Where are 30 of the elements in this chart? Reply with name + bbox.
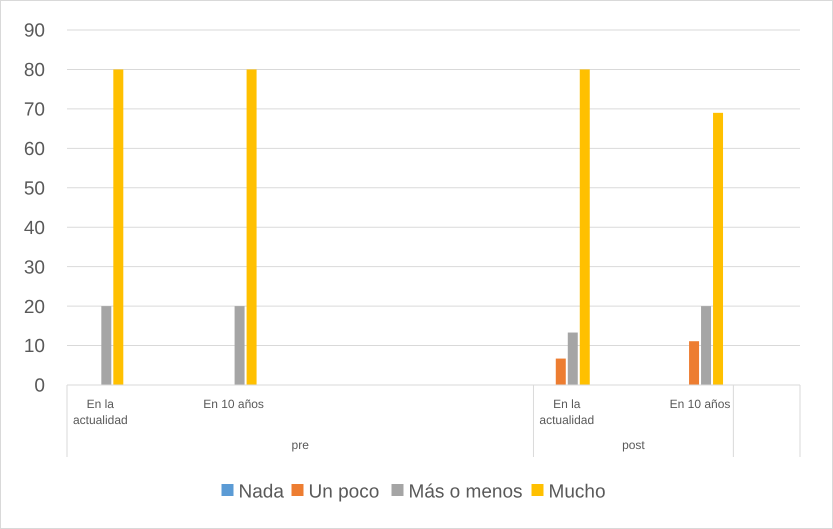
y-tick-label: 70 (24, 100, 45, 121)
bar (113, 69, 124, 385)
bar (580, 69, 590, 385)
y-tick-label: 30 (24, 257, 45, 278)
bar (568, 332, 578, 385)
x-tick-label: En la actualidad (72, 397, 128, 427)
legend-label: Nada (238, 482, 284, 503)
legend-label: Mucho (548, 482, 606, 503)
y-tick-label: 40 (24, 218, 45, 239)
bar (556, 358, 566, 385)
text: post (622, 438, 646, 452)
y-tick-label: 60 (24, 138, 45, 160)
bar (101, 306, 112, 385)
bar (701, 306, 712, 385)
y-tick-label: 50 (24, 178, 45, 200)
bar (689, 341, 700, 385)
x-tick-label: En 10 años (670, 397, 730, 411)
bar (246, 69, 257, 385)
y-tick-label: 10 (24, 336, 45, 358)
bar (713, 112, 724, 385)
bar (234, 306, 245, 385)
y-tick-label: 20 (24, 296, 45, 318)
text: pre (292, 438, 310, 452)
legend-label: Un poco (308, 482, 380, 503)
legend-label: Más o menos (408, 482, 523, 503)
y-tick-label: 0 (34, 376, 45, 397)
y-tick-label: 90 (24, 20, 45, 42)
y-tick-label: 80 (24, 60, 45, 82)
x-tick-label: En la actualidad (539, 397, 594, 427)
x-tick-label: En 10 años (203, 397, 264, 411)
